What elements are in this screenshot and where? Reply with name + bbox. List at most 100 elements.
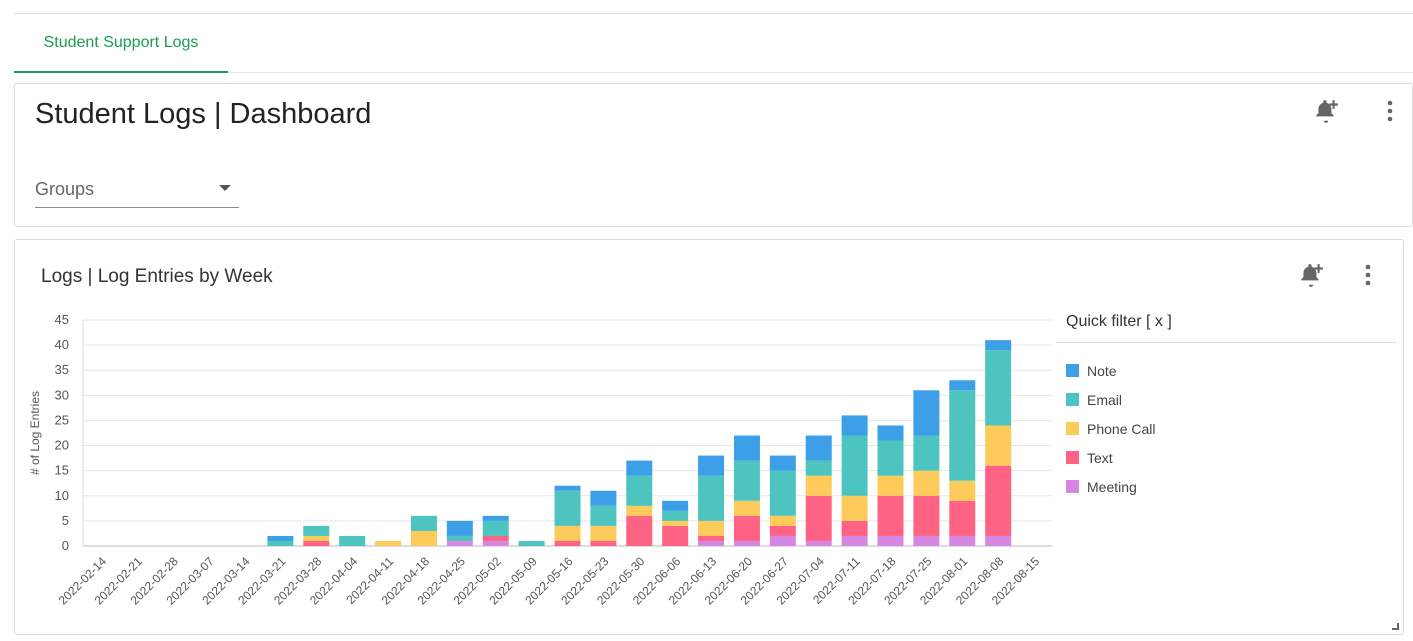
bar-segment-phone-call: [985, 425, 1012, 466]
groups-dropdown[interactable]: Groups: [35, 168, 239, 208]
bar-segment-phone-call: [949, 480, 976, 501]
bar-segment-meeting: [913, 535, 940, 546]
bar-segment-text: [698, 535, 725, 541]
bar-segment-email: [410, 515, 437, 531]
legend-divider: [1056, 342, 1396, 343]
legend-item-phone-call[interactable]: Phone Call: [1066, 414, 1156, 443]
kebab-menu-icon[interactable]: [1375, 96, 1405, 126]
bar-segment-phone-call: [303, 535, 330, 541]
bar-segment-meeting: [949, 535, 976, 546]
dashboard-header-card: Student Logs | Dashboard Groups: [14, 83, 1413, 227]
y-tick-label: 45: [55, 312, 69, 327]
chart-card: Logs | Log Entries by Week 0 5 10 15 20 25 30 3…: [14, 239, 1404, 635]
bar-segment-note: [733, 435, 760, 461]
y-tick-label: 0: [62, 538, 69, 553]
bar-segment-meeting: [446, 540, 473, 546]
bar-segment-email: [985, 350, 1012, 426]
bar-segment-text: [913, 495, 940, 536]
bar-segment-note: [949, 380, 976, 391]
resize-handle-icon[interactable]: [1392, 623, 1399, 630]
tab-bar: Student Support Logs: [14, 13, 1413, 73]
legend-item-text[interactable]: Text: [1066, 443, 1156, 472]
bar-segment-email: [446, 535, 473, 541]
bar-segment-note: [985, 340, 1012, 351]
legend-label: Note: [1087, 362, 1117, 379]
legend-item-note[interactable]: Note: [1066, 356, 1156, 385]
bar-segment-text: [769, 525, 796, 536]
bar-segment-email: [913, 435, 940, 471]
y-axis-label: # of Log Entries: [28, 391, 42, 475]
bar-segment-phone-call: [375, 540, 402, 546]
legend-item-email[interactable]: Email: [1066, 385, 1156, 414]
bar-segment-text: [733, 515, 760, 541]
bar-segment-note: [626, 460, 653, 476]
bar-segment-phone-call: [662, 520, 689, 526]
bell-plus-icon[interactable]: [1311, 96, 1341, 126]
bar-segment-note: [482, 515, 509, 521]
kebab-menu-icon[interactable]: [1353, 260, 1383, 290]
y-tick-label: 40: [55, 337, 69, 352]
y-tick-label: 15: [55, 463, 69, 478]
bar-segment-phone-call: [913, 470, 940, 496]
chart-title: Logs | Log Entries by Week: [41, 266, 273, 287]
bar-segment-text: [985, 465, 1012, 536]
bar-segment-note: [590, 490, 617, 506]
bar-segment-text: [303, 540, 330, 546]
legend-label: Email: [1087, 391, 1123, 408]
legend-swatch: [1066, 451, 1079, 464]
bar-segment-phone-call: [410, 530, 437, 546]
legend-swatch: [1066, 364, 1079, 377]
bar-segment-phone-call: [877, 475, 904, 496]
bell-plus-icon[interactable]: [1296, 260, 1326, 290]
bar-segment-email: [482, 520, 509, 536]
legend-swatch: [1066, 393, 1079, 406]
bar-segment-note: [769, 455, 796, 471]
bar-segment-text: [626, 515, 653, 546]
y-tick-label: 30: [55, 387, 69, 402]
bar-segment-email: [841, 435, 868, 496]
bar-segment-phone-call: [733, 500, 760, 516]
bar-segment-note: [841, 415, 868, 436]
bar-segment-meeting: [769, 535, 796, 546]
bar-segment-email: [805, 460, 832, 476]
bar-segment-meeting: [733, 540, 760, 546]
bar-segment-email: [626, 475, 653, 506]
bar-segment-email: [769, 470, 796, 516]
legend-item-meeting[interactable]: Meeting: [1066, 472, 1156, 501]
y-tick-label: 25: [55, 412, 69, 427]
legend-label: Phone Call: [1087, 420, 1156, 437]
legend-swatch: [1066, 480, 1079, 493]
page-title: Student Logs | Dashboard: [35, 98, 372, 130]
bar-segment-text: [590, 540, 617, 546]
y-tick-label: 5: [62, 513, 69, 528]
groups-dropdown-label: Groups: [35, 179, 95, 199]
bar-segment-meeting: [877, 535, 904, 546]
bar-segment-note: [662, 500, 689, 511]
bar-segment-note: [913, 390, 940, 436]
bar-segment-email: [554, 490, 581, 526]
bar-segment-phone-call: [590, 525, 617, 541]
legend-label: Text: [1087, 449, 1113, 466]
bar-segment-meeting: [841, 535, 868, 546]
bar-segment-phone-call: [698, 520, 725, 536]
bar-segment-meeting: [698, 540, 725, 546]
quick-filter-reset[interactable]: Quick filter [ x ]: [1066, 313, 1172, 330]
bar-segment-meeting: [482, 540, 509, 546]
bar-segment-email: [590, 505, 617, 526]
bar-segment-phone-call: [769, 515, 796, 526]
bar-segment-phone-call: [841, 495, 868, 521]
bar-segment-phone-call: [626, 505, 653, 516]
bar-segment-text: [841, 520, 868, 536]
bar-segment-note: [267, 535, 294, 541]
caret-down-icon: [219, 185, 231, 191]
tab-student-support-logs[interactable]: Student Support Logs: [14, 14, 228, 73]
y-tick-label: 20: [55, 438, 69, 453]
bar-segment-text: [805, 495, 832, 541]
bar-segment-text: [482, 535, 509, 541]
bar-segment-email: [303, 525, 330, 536]
bar-segment-text: [877, 495, 904, 536]
bar-segment-note: [698, 455, 725, 476]
bar-segment-note: [877, 425, 904, 441]
bar-segment-email: [662, 510, 689, 521]
